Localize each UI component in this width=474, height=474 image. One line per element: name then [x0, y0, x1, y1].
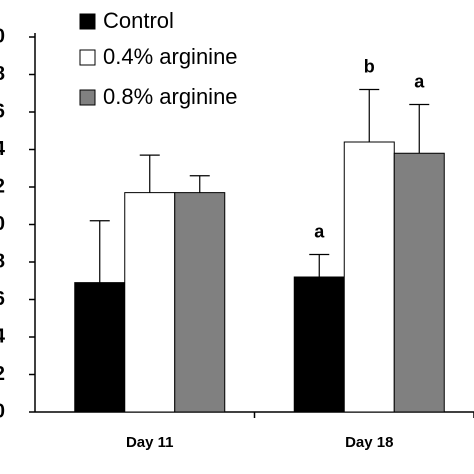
legend-label: 0.8% arginine: [103, 84, 238, 109]
x-tick-label: Day 11: [126, 434, 174, 451]
significance-label: b: [364, 56, 375, 76]
x-tick-label: Day 18: [345, 434, 393, 451]
legend-swatch: [79, 49, 96, 66]
y-tick-label: 0.8: [0, 250, 5, 272]
significance-label: a: [314, 221, 325, 241]
y-tick-label: 0.2: [0, 363, 5, 385]
significance-label: a: [414, 71, 425, 91]
y-tick-label: 0.6: [0, 288, 5, 310]
y-tick-label: 2.0: [0, 25, 5, 47]
legend-swatch: [79, 13, 96, 30]
y-tick-label: 1.8: [0, 63, 5, 85]
bar: [174, 192, 226, 413]
bar: [293, 276, 345, 413]
y-tick-label: 1.2: [0, 175, 5, 197]
y-tick-label: 1.0: [0, 213, 5, 235]
bar: [74, 282, 126, 413]
y-tick-label: 0.4: [0, 325, 6, 347]
legend-label: Control: [103, 8, 174, 33]
legend-label: 0.4% arginine: [103, 44, 238, 69]
bar: [124, 192, 176, 413]
y-tick-label: 0: [0, 400, 5, 422]
y-tick-label: 1.4: [0, 138, 6, 160]
bar: [393, 152, 445, 413]
bar: [343, 141, 395, 413]
legend-swatch: [79, 89, 96, 106]
y-tick-label: 1.6: [0, 100, 5, 122]
